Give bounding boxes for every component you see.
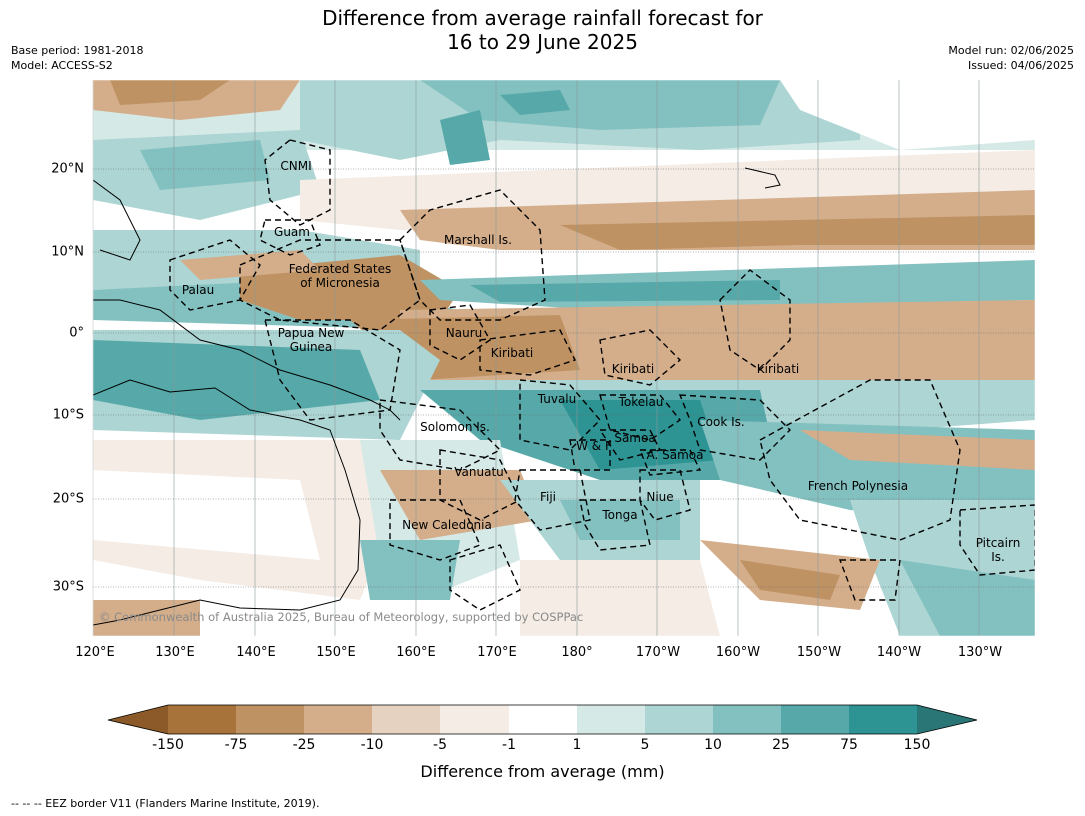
lon-label: 170°W	[635, 645, 681, 660]
colorbar-label: Difference from average (mm)	[420, 762, 665, 781]
lon-label: 130°W	[957, 645, 1003, 660]
place-label: Palau	[181, 283, 215, 297]
place-label: Kiribati	[490, 346, 534, 360]
title-line-2: 16 to 29 June 2025	[447, 30, 638, 54]
colorbar-high-arrow	[917, 705, 977, 734]
place-label: French Polynesia	[807, 479, 909, 493]
colorbar-tick: -10	[360, 737, 384, 753]
place-label: Samoa	[614, 431, 656, 445]
place-label: Pitcairn Is.	[975, 536, 1021, 564]
map-field	[93, 80, 1035, 636]
model-name: Model: ACCESS-S2	[11, 59, 113, 72]
colorbar-tick: 5	[640, 737, 650, 753]
rainfall-map	[92, 79, 1036, 637]
lon-label: 160°W	[715, 645, 761, 660]
lat-label: 20°N	[51, 161, 84, 177]
place-label: Vanuatu	[454, 465, 504, 479]
place-label: Kiribati	[756, 362, 800, 376]
colorbar-segment	[236, 705, 304, 734]
lon-label: 120°E	[75, 645, 115, 660]
map-title: Difference from average rainfall forecas…	[0, 6, 1085, 54]
lat-gridlines	[93, 168, 1035, 588]
place-label: Nauru	[445, 326, 483, 340]
colorbar-segment	[781, 705, 849, 734]
place-label: Papua New Guinea	[277, 326, 345, 354]
colorbar-tick: 75	[840, 737, 858, 753]
lon-label: 130°E	[155, 645, 195, 660]
colorbar-tick: -150	[152, 737, 184, 753]
colorbar-tick: 10	[704, 737, 722, 753]
lon-label: 150°E	[316, 645, 356, 660]
meta-left: Base period: 1981-2018 Model: ACCESS-S2	[11, 43, 143, 73]
colorbar-segment	[849, 705, 917, 734]
eez-borders	[169, 139, 1035, 611]
colorbar-segment	[645, 705, 713, 734]
lat-label: 30°S	[52, 579, 84, 595]
place-label: Tonga	[602, 508, 638, 522]
colorbar-tick: -75	[224, 737, 248, 753]
colorbar-tick: 1	[572, 737, 582, 753]
copyright-notice: © Commonwealth of Australia 2025, Bureau…	[99, 610, 584, 624]
colorbar-low-arrow	[108, 705, 168, 734]
colorbar-segment	[168, 705, 236, 734]
model-run: Model run: 02/06/2025	[948, 44, 1074, 57]
place-label: Solomon Is.	[420, 420, 490, 434]
lat-label: 10°S	[52, 407, 84, 423]
lon-label: 140°E	[236, 645, 276, 660]
meta-right: Model run: 02/06/2025 Issued: 04/06/2025	[948, 43, 1074, 73]
place-label: Marshall Is.	[444, 233, 512, 247]
lon-label: 180°	[561, 645, 593, 660]
title-line-1: Difference from average rainfall forecas…	[322, 6, 763, 30]
place-label: A. Samoa	[646, 448, 704, 462]
place-label: Cook Is.	[697, 415, 745, 429]
place-label: Kiribati	[611, 362, 655, 376]
coastlines	[93, 167, 781, 626]
lat-label: 20°S	[52, 491, 84, 507]
lon-label: 170°E	[477, 645, 517, 660]
place-label: Tuvalu	[537, 392, 577, 406]
eez-footnote: -- -- -- EEZ border V11 (Flanders Marine…	[11, 797, 320, 810]
colorbar-segment	[372, 705, 440, 734]
place-label: CNMI	[280, 159, 312, 173]
lat-label: 0°	[69, 325, 84, 341]
colorbar-tick: -5	[433, 737, 447, 753]
lon-label: 140°W	[876, 645, 922, 660]
place-label: Federated States of Micronesia	[288, 262, 392, 290]
lat-label: 10°N	[51, 244, 84, 260]
lon-label: 150°W	[796, 645, 842, 660]
colorbar-segment	[577, 705, 645, 734]
colorbar-tick: -1	[502, 737, 516, 753]
place-label: Tokelau	[618, 395, 664, 409]
colorbar-segment	[440, 705, 509, 734]
colorbar-segment	[509, 705, 577, 734]
colorbar-tick: 150	[903, 737, 931, 753]
place-label: New Caledonia	[402, 518, 492, 532]
colorbar-segment	[713, 705, 781, 734]
place-label: Fiji	[539, 490, 557, 504]
place-label: Niue	[646, 490, 674, 504]
place-label: Guam	[274, 225, 310, 239]
colorbar-tick: -25	[292, 737, 316, 753]
colorbar-segment	[304, 705, 372, 734]
gridlines	[92, 80, 980, 636]
issued-date: Issued: 04/06/2025	[967, 59, 1074, 72]
lon-label: 160°E	[396, 645, 436, 660]
colorbar-tick: 25	[772, 737, 790, 753]
place-label: W & F	[576, 439, 612, 453]
base-period: Base period: 1981-2018	[11, 44, 144, 57]
